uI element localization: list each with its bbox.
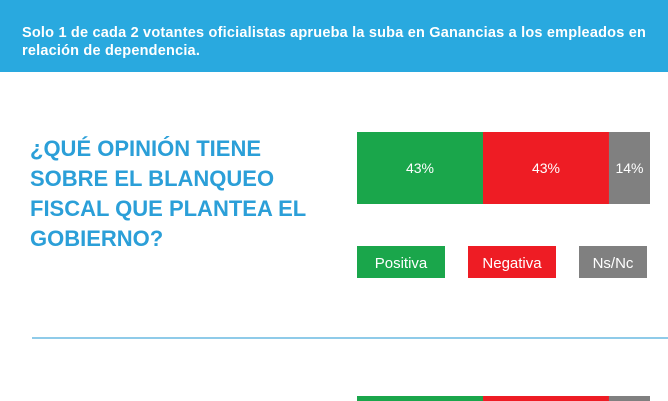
question-title: ¿QUÉ OPINIÓN TIENE SOBRE EL BLANQUEO FIS… bbox=[30, 134, 330, 254]
bar-segment-positiva bbox=[357, 132, 483, 204]
data-label-positiva: 43% bbox=[406, 160, 434, 176]
header-banner: Solo 1 de cada 2 votantes oficialistas a… bbox=[0, 0, 668, 72]
bar-segment-negativa bbox=[482, 132, 609, 204]
bar-segment-ns-nc bbox=[608, 132, 650, 204]
question-line-1: ¿QUÉ OPINIÓN TIENE bbox=[30, 136, 262, 161]
data-label-ns-nc: 14% bbox=[615, 160, 643, 176]
legend-swatch-negativa bbox=[468, 246, 556, 278]
next-bar-segment-ns-nc bbox=[608, 396, 650, 401]
legend-swatch-ns-nc bbox=[579, 246, 647, 278]
section-divider bbox=[32, 337, 668, 339]
legend-label-ns-nc: Ns/Nc bbox=[593, 255, 634, 272]
question-line-2: SOBRE EL BLANQUEO bbox=[30, 166, 275, 191]
next-bar-segment-negativa bbox=[482, 396, 609, 401]
question-line-4: GOBIERNO? bbox=[30, 226, 164, 251]
question-line-3: FISCAL QUE PLANTEA EL bbox=[30, 196, 307, 221]
legend-swatch-positiva bbox=[357, 246, 445, 278]
legend-label-positiva: Positiva bbox=[375, 255, 428, 272]
legend-label-negativa: Negativa bbox=[482, 255, 542, 272]
data-label-negativa: 43% bbox=[532, 160, 560, 176]
next-bar-segment-positiva bbox=[357, 396, 483, 401]
header-text: Solo 1 de cada 2 votantes oficialistas a… bbox=[22, 25, 647, 59]
